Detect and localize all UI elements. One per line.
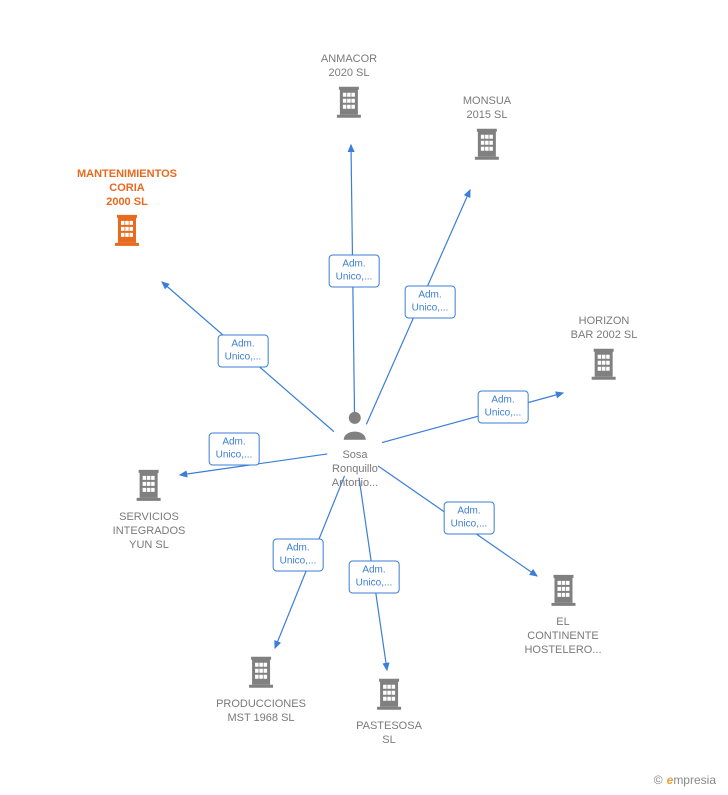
node-label: PRODUCCIONES MST 1968 SL	[216, 698, 306, 726]
node-label: EL CONTINENTE HOSTELERO...	[524, 616, 601, 657]
building-icon	[134, 468, 164, 507]
edge-label: Adm. Unico,...	[209, 433, 260, 466]
company-node-mantenimientos[interactable]: MANTENIMIENTOS CORIA 2000 SL	[77, 168, 177, 252]
building-icon	[246, 655, 276, 694]
building-icon	[472, 126, 502, 165]
edge-line	[382, 393, 563, 443]
brand-rest: mpresia	[673, 773, 716, 787]
building-icon	[589, 346, 619, 385]
edge-label: Adm. Unico,...	[478, 391, 529, 424]
node-label: PASTESOSA SL	[356, 720, 422, 748]
edge-label: Adm. Unico,...	[444, 502, 495, 535]
node-label: Sosa Ronquillo Antonio...	[332, 449, 378, 490]
company-node-horizon[interactable]: HORIZON BAR 2002 SL	[571, 315, 638, 386]
company-node-anmacor[interactable]: ANMACOR 2020 SL	[321, 53, 377, 124]
edge-label: Adm. Unico,...	[329, 255, 380, 288]
company-node-producciones[interactable]: PRODUCCIONES MST 1968 SL	[216, 655, 306, 726]
node-label: MANTENIMIENTOS CORIA 2000 SL	[77, 168, 177, 209]
footer-credit: © empresia	[654, 773, 716, 787]
node-label: ANMACOR 2020 SL	[321, 53, 377, 81]
edge-label: Adm. Unico,...	[349, 561, 400, 594]
node-label: SERVICIOS INTEGRADOS YUN SL	[113, 511, 186, 552]
edge-label: Adm. Unico,...	[405, 286, 456, 319]
node-label: HORIZON BAR 2002 SL	[571, 315, 638, 343]
center-person-node[interactable]: Sosa Ronquillo Antonio...	[332, 410, 378, 490]
edge-label: Adm. Unico,...	[218, 335, 269, 368]
company-node-servicios[interactable]: SERVICIOS INTEGRADOS YUN SL	[113, 468, 186, 552]
company-node-monsua[interactable]: MONSUA 2015 SL	[463, 95, 511, 166]
building-icon	[374, 677, 404, 716]
person-icon	[342, 410, 368, 445]
building-icon	[334, 84, 364, 123]
node-label: MONSUA 2015 SL	[463, 95, 511, 123]
building-icon	[112, 213, 142, 252]
edge-label: Adm. Unico,...	[273, 539, 324, 572]
company-node-continente[interactable]: EL CONTINENTE HOSTELERO...	[524, 573, 601, 657]
copyright-symbol: ©	[654, 773, 663, 787]
company-node-pastesosa[interactable]: PASTESOSA SL	[356, 677, 422, 748]
building-icon	[548, 573, 578, 612]
